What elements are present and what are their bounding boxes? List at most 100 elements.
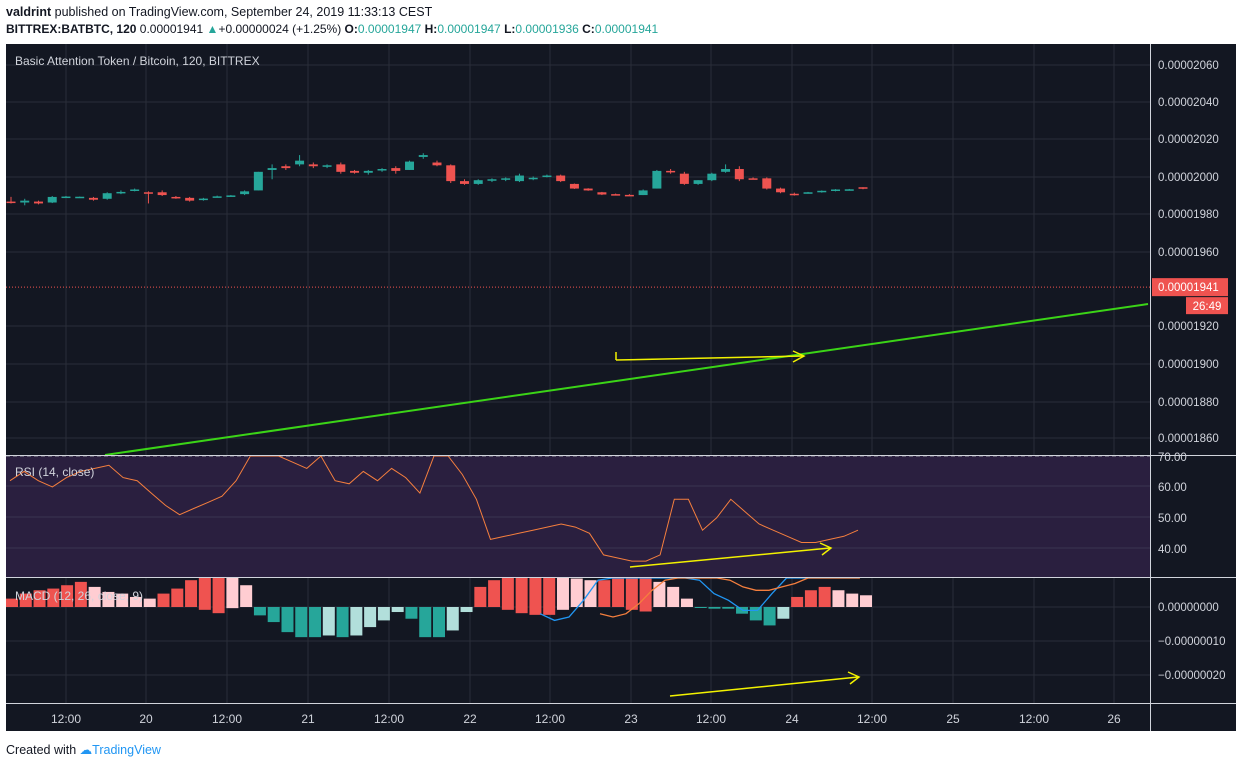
candle[interactable] <box>542 174 552 178</box>
candle[interactable] <box>734 166 744 182</box>
candle[interactable] <box>405 160 415 170</box>
candle[interactable] <box>336 162 346 174</box>
candle[interactable] <box>528 176 538 181</box>
candle[interactable] <box>295 155 305 167</box>
candle[interactable] <box>47 196 57 204</box>
macd-histogram-bar <box>433 607 445 638</box>
candle[interactable] <box>281 164 291 170</box>
axes: 0.00002060 0.00002040 0.00002020 0.00002000… <box>51 60 1228 726</box>
candle[interactable] <box>350 169 360 174</box>
macd-tick-label: −0.00000020 <box>1158 670 1225 682</box>
macd-histogram-bar <box>6 598 18 607</box>
candle[interactable] <box>185 196 195 202</box>
candle-body <box>624 194 634 197</box>
candle[interactable] <box>240 190 250 196</box>
candle[interactable] <box>638 189 648 196</box>
candle[interactable] <box>776 187 786 194</box>
candle[interactable] <box>226 195 236 197</box>
candle-body <box>418 155 428 157</box>
price-tick-label: 0.00002000 <box>1158 172 1219 184</box>
candle[interactable] <box>253 171 263 191</box>
candle[interactable] <box>789 192 799 196</box>
time-tick-label: 20 <box>139 712 153 726</box>
candle[interactable] <box>212 195 222 198</box>
support-trendline[interactable] <box>104 303 1149 456</box>
candle[interactable] <box>679 171 689 185</box>
candle[interactable] <box>308 162 318 169</box>
candle[interactable] <box>322 164 332 169</box>
candle[interactable] <box>817 190 827 193</box>
price-tick-label: 0.00001900 <box>1158 359 1219 371</box>
candle[interactable] <box>61 196 71 199</box>
tradingview-logo-icon[interactable]: ☁ <box>79 743 93 757</box>
candle[interactable] <box>569 183 579 189</box>
candle[interactable] <box>748 177 758 180</box>
candle[interactable] <box>707 172 717 182</box>
tradingview-brand[interactable]: TradingView <box>92 743 161 757</box>
macd-histogram-bar <box>446 607 459 631</box>
candle[interactable] <box>459 179 469 185</box>
candle[interactable] <box>501 177 511 182</box>
rsi-tick-label: 70.00 <box>1158 452 1187 464</box>
candle[interactable] <box>844 188 854 191</box>
candle[interactable] <box>20 198 30 206</box>
candle[interactable] <box>130 188 140 192</box>
candle-body <box>762 178 772 189</box>
author-name[interactable]: valdrint <box>6 5 52 19</box>
candle[interactable] <box>75 196 85 199</box>
candle[interactable] <box>157 190 167 196</box>
candle[interactable] <box>391 166 401 174</box>
footer: Created with ☁TradingView <box>6 742 161 757</box>
candle[interactable] <box>267 164 277 180</box>
candle[interactable] <box>583 188 593 191</box>
candle[interactable] <box>102 192 112 200</box>
candle[interactable] <box>624 194 634 197</box>
rsi-annotation-arrow[interactable] <box>629 547 831 568</box>
price-candles[interactable] <box>6 153 868 206</box>
candle[interactable] <box>377 168 387 172</box>
price-tick-label: 0.00002020 <box>1158 134 1219 146</box>
candle-body <box>542 175 552 178</box>
candle[interactable] <box>762 177 772 190</box>
candle[interactable] <box>514 173 524 183</box>
rsi-annotation-arrowhead <box>819 542 833 556</box>
macd-plot[interactable] <box>6 577 872 697</box>
candle[interactable] <box>6 196 16 204</box>
candle[interactable] <box>652 169 662 189</box>
candle[interactable] <box>88 196 98 201</box>
candle[interactable] <box>556 174 566 183</box>
macd-histogram-bar <box>143 598 156 607</box>
open-label: O: <box>344 22 358 36</box>
macd-annotation-arrow[interactable] <box>669 676 859 697</box>
candle[interactable] <box>721 164 731 173</box>
candle-body <box>556 175 566 182</box>
price-annotation-arrow[interactable] <box>615 355 804 361</box>
candle[interactable] <box>116 190 126 195</box>
candle[interactable] <box>858 187 868 190</box>
candle[interactable] <box>143 191 153 204</box>
candle[interactable] <box>831 189 841 192</box>
macd-histogram-bar <box>708 607 721 609</box>
candle[interactable] <box>33 200 43 205</box>
candle[interactable] <box>611 193 621 196</box>
candle[interactable] <box>473 179 483 185</box>
candle[interactable] <box>487 178 497 183</box>
candle[interactable] <box>171 196 181 199</box>
candle[interactable] <box>693 180 703 185</box>
macd-histogram-bar <box>240 585 253 607</box>
candle-body <box>308 164 318 167</box>
candle[interactable] <box>363 169 373 175</box>
candle-body <box>75 196 85 199</box>
pane-separators[interactable] <box>6 44 1236 731</box>
candle-body <box>20 200 30 203</box>
candle[interactable] <box>198 197 208 201</box>
candle[interactable] <box>803 191 813 194</box>
candle[interactable] <box>446 164 456 183</box>
time-tick-label: 12:00 <box>1019 712 1049 726</box>
candle[interactable] <box>597 191 607 196</box>
candle[interactable] <box>432 160 442 167</box>
candle[interactable] <box>418 153 428 159</box>
time-tick-label: 24 <box>785 712 799 726</box>
candle[interactable] <box>666 169 676 174</box>
